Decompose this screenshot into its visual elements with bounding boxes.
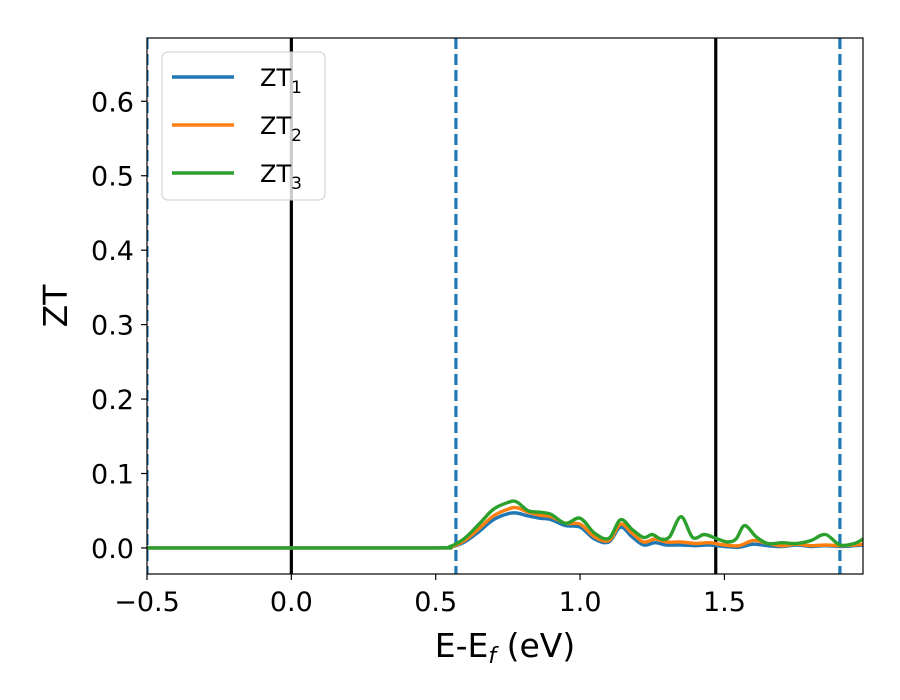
y-tick-label: 0.5: [91, 162, 134, 193]
x-axis-ticks: −0.5 0.0 0.5 1.0 1.5: [114, 574, 746, 618]
x-axis-label: E-Ef (eV): [435, 626, 575, 669]
series-lines: [147, 499, 863, 550]
y-axis-label: ZT: [36, 284, 75, 328]
x-tick-label: 1.0: [559, 587, 602, 618]
x-tick-label: 1.5: [703, 587, 746, 618]
y-tick-label: 0.6: [91, 87, 134, 118]
series-line-zt2: [147, 505, 863, 550]
x-tick-label: 0.0: [270, 587, 313, 618]
y-tick-label: 0.2: [91, 385, 134, 416]
y-tick-label: 0.4: [91, 236, 134, 267]
y-tick-label: 0.3: [91, 311, 134, 342]
x-tick-label: 0.5: [414, 587, 457, 618]
y-axis-ticks: 0.0 0.1 0.2 0.3 0.4 0.5 0.6: [91, 87, 147, 565]
legend-box: [161, 51, 326, 201]
y-tick-label: 0.0: [91, 534, 134, 565]
x-tick-label: −0.5: [114, 587, 180, 618]
series-line-zt3: [147, 499, 863, 550]
y-tick-label: 0.1: [91, 460, 134, 491]
plot-frame: [146, 37, 864, 575]
series-line-zt1: [147, 511, 863, 550]
